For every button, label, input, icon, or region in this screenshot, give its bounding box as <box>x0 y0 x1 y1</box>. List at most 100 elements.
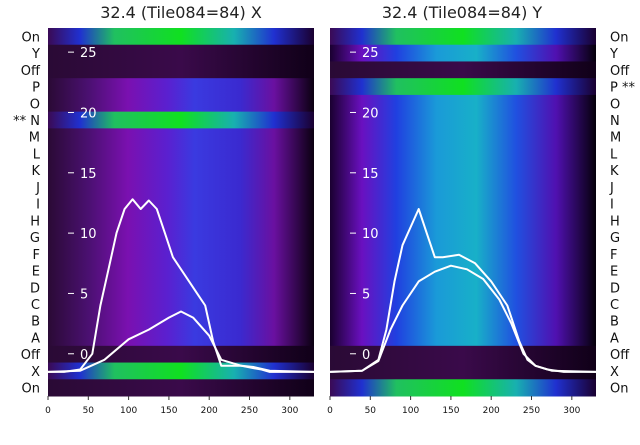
row-label: B <box>610 315 619 330</box>
row-label: H <box>610 214 620 229</box>
y-tick-label: 0 <box>362 348 370 363</box>
row-label: B <box>31 315 40 330</box>
heatmap-row <box>48 295 314 313</box>
row-label: A <box>31 331 40 346</box>
heatmap-row <box>330 78 596 96</box>
panel-x-title: 32.4 (Tile084=84) X <box>100 3 262 22</box>
panel-y-overlay-lines <box>329 208 597 373</box>
row-label: X <box>31 365 40 380</box>
overlay-line <box>47 310 315 373</box>
heatmap-row <box>330 28 596 46</box>
heatmap-row <box>330 178 596 196</box>
row-label: Off <box>610 348 630 363</box>
overlay-line <box>329 264 597 373</box>
row-label: F <box>33 248 40 263</box>
heatmap-row <box>48 212 314 230</box>
heatmap-row <box>48 329 314 347</box>
heatmap-row <box>48 128 314 146</box>
heatmap-row <box>330 44 596 62</box>
panel-y-title: 32.4 (Tile084=84) Y <box>382 3 543 22</box>
heatmap-row <box>48 161 314 180</box>
y-tick-label: 25 <box>362 46 379 61</box>
y-tick-label: 10 <box>362 227 379 242</box>
row-label: A <box>610 331 619 346</box>
y-tick-label: 0 <box>80 348 88 363</box>
row-label: F <box>610 248 617 263</box>
y-tick-label: 5 <box>80 287 88 302</box>
y-tick-label: 15 <box>362 167 379 182</box>
heatmap-row <box>48 78 314 96</box>
y-tick-label: 10 <box>80 227 97 242</box>
row-label: L <box>610 147 618 162</box>
row-label: On <box>610 30 628 45</box>
panel-x: 32.4 (Tile084=84) X On Y Off PO ** N MLKJIHGF… <box>13 3 315 416</box>
x-tick-label: 200 <box>483 406 500 416</box>
row-label: Off <box>21 64 41 79</box>
x-tick-label: 150 <box>442 406 459 416</box>
x-tick-label: 100 <box>120 406 137 416</box>
y-tick-label: 15 <box>80 167 97 182</box>
row-label: C <box>31 298 40 313</box>
heatmap-row <box>48 379 314 397</box>
x-tick-label: 150 <box>160 406 177 416</box>
x-tick-label: 250 <box>523 406 540 416</box>
heatmap-row <box>330 329 596 347</box>
row-label: M <box>610 131 621 146</box>
row-label: K <box>31 164 40 179</box>
row-label: On <box>22 30 40 45</box>
x-tick-label: 0 <box>45 406 51 416</box>
row-label: X <box>610 365 619 380</box>
row-label: On <box>22 382 40 397</box>
row-label: J <box>609 181 614 196</box>
row-label: J <box>35 181 40 196</box>
panel-y: 32.4 (Tile084=84) Y On Y Off P **ONMLKJIHGF… <box>327 3 635 416</box>
y-tick-label: 20 <box>362 106 379 121</box>
heatmap-row <box>48 28 314 46</box>
row-label: I <box>610 198 614 213</box>
row-label: O <box>610 97 620 112</box>
x-tick-label: 100 <box>402 406 419 416</box>
heatmap-row <box>48 94 314 113</box>
panel-y-x-ticks: 0 50 100 150 200 250 300 <box>327 396 581 416</box>
heatmap-row <box>330 111 596 129</box>
row-label: P <box>32 81 40 96</box>
heatmap-row <box>330 245 596 263</box>
x-tick-label: 50 <box>83 406 95 416</box>
row-label: E <box>610 265 618 280</box>
x-tick-label: 0 <box>327 406 333 416</box>
x-tick-label: 300 <box>281 406 298 416</box>
heatmap-row <box>330 94 596 113</box>
heatmap-row <box>330 161 596 180</box>
row-label: M <box>29 131 40 146</box>
row-label: I <box>36 198 40 213</box>
x-tick-label: 200 <box>201 406 218 416</box>
heatmap-row <box>48 278 314 297</box>
y-tick-label: 5 <box>362 287 370 302</box>
heatmap-row <box>330 228 596 246</box>
row-label: Y <box>609 47 618 62</box>
heatmap-row <box>48 195 314 213</box>
heatmap-row <box>330 312 596 330</box>
heatmap-row <box>48 111 314 129</box>
heatmap-row <box>48 61 314 79</box>
panel-x-overlay-lines <box>47 198 315 373</box>
row-label: K <box>610 164 619 179</box>
panel-x-y-ticks: 0 5 10 15 20 25 <box>68 46 97 363</box>
row-label: P ** <box>610 81 635 96</box>
row-label: H <box>30 214 40 229</box>
heatmap-row <box>330 278 596 297</box>
row-label: L <box>33 147 41 162</box>
x-tick-label: 300 <box>563 406 580 416</box>
row-label: ** N <box>13 114 40 129</box>
row-label: On <box>610 382 628 397</box>
row-label: D <box>610 281 620 296</box>
row-label: C <box>610 298 619 313</box>
panel-y-y-ticks: 0 5 10 15 20 25 <box>350 46 379 363</box>
heatmap-row <box>330 195 596 213</box>
heatmap-row <box>330 379 596 397</box>
heatmap-row <box>330 362 596 380</box>
row-label: Off <box>21 348 41 363</box>
